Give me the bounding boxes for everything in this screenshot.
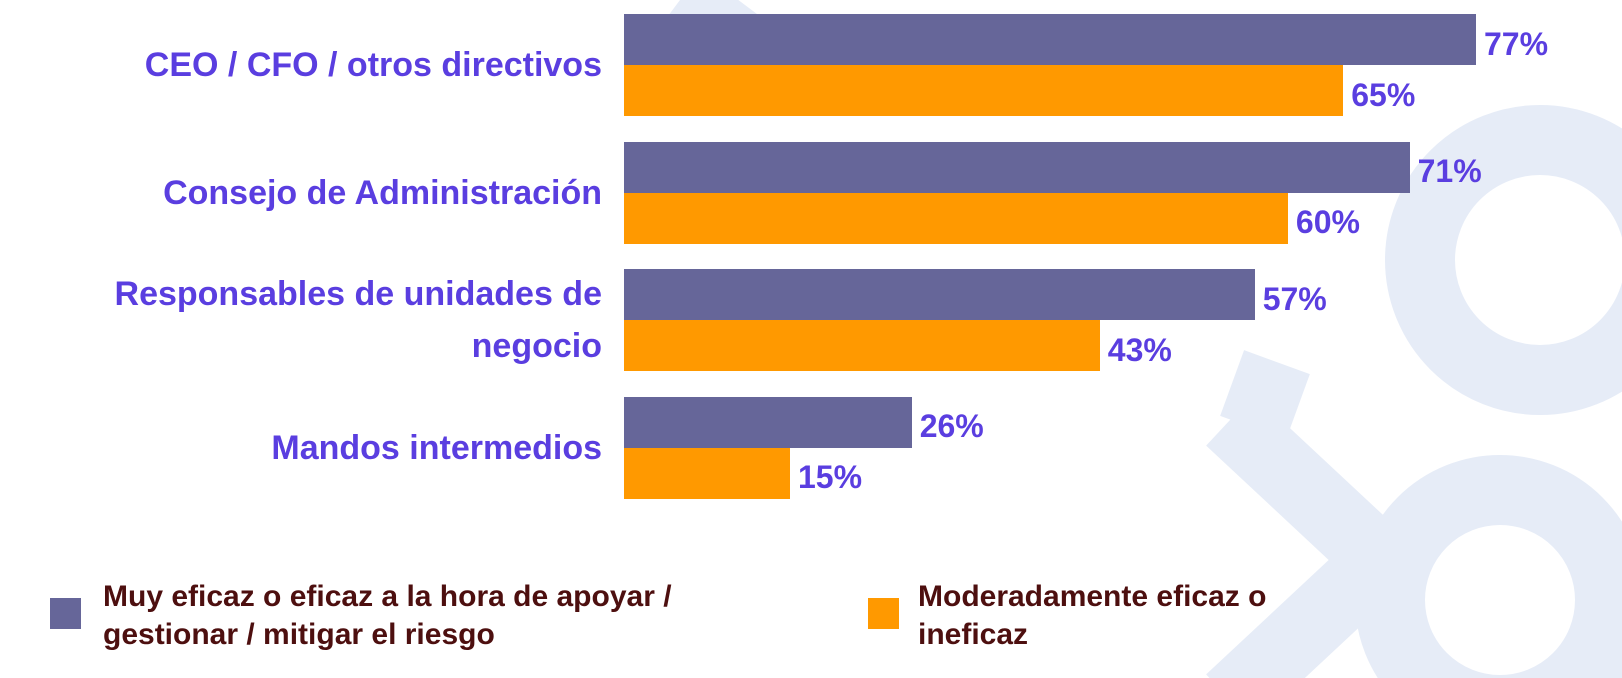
bar [624,447,790,499]
value-label: 26% [919,408,984,444]
category-label: CEO / CFO / otros directivos [144,46,602,84]
bar [624,396,912,448]
category-label: Consejo de Administración [163,173,602,212]
bar [624,14,1476,65]
category-label: Mandos intermedios [271,428,602,467]
legend-label: Moderadamente eficaz o ineficaz [918,580,1267,651]
legend-label: Muy eficaz o eficaz a la hora de apoyar … [103,580,672,651]
legend-swatch [50,598,81,629]
category-label: Responsables de unidades de negocio [114,275,602,365]
value-label: 43% [1107,331,1172,368]
value-label: 60% [1295,204,1360,240]
value-label: 65% [1351,76,1416,113]
bar [624,65,1344,116]
value-label: 77% [1484,25,1549,62]
bar [624,141,1410,193]
bar [624,192,1288,244]
bar [624,269,1255,320]
value-label: 15% [797,459,863,495]
bar [624,320,1100,371]
value-label: 71% [1417,153,1482,189]
value-label: 57% [1262,280,1327,317]
legend-swatch [868,598,899,629]
